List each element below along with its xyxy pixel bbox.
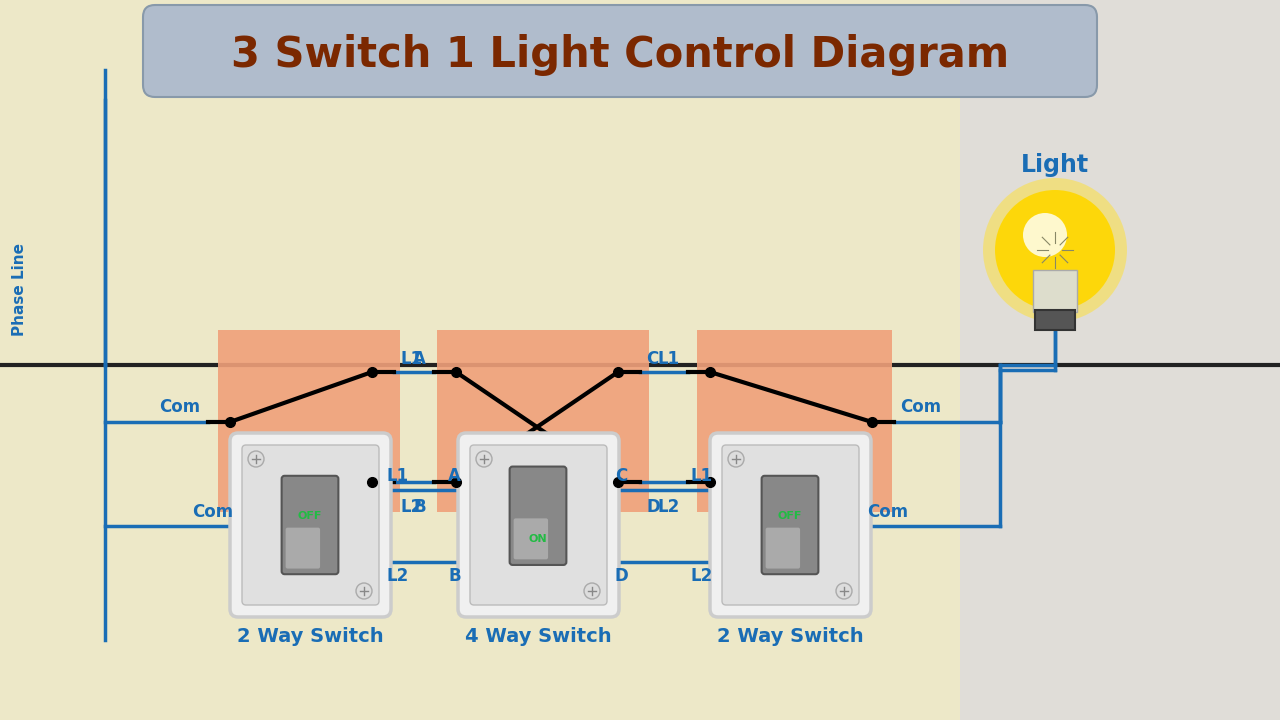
Text: L1: L1	[387, 467, 410, 485]
Text: A: A	[448, 467, 461, 485]
Circle shape	[356, 583, 372, 599]
Text: Com: Com	[867, 503, 908, 521]
Bar	[1036, 310, 1075, 330]
Text: B: B	[448, 567, 461, 585]
FancyBboxPatch shape	[470, 445, 607, 605]
Circle shape	[728, 451, 744, 467]
Text: L1: L1	[399, 350, 422, 368]
FancyBboxPatch shape	[765, 528, 800, 569]
FancyBboxPatch shape	[143, 5, 1097, 97]
Bar	[436, 330, 649, 512]
Text: 4 Way Switch: 4 Way Switch	[465, 627, 612, 646]
FancyBboxPatch shape	[458, 433, 620, 617]
Text: L2: L2	[387, 567, 410, 585]
Circle shape	[995, 190, 1115, 310]
Bar	[1033, 270, 1076, 312]
Text: Phase Line: Phase Line	[13, 243, 27, 336]
Text: Com: Com	[900, 398, 941, 416]
Text: ON: ON	[529, 534, 548, 544]
Text: L1: L1	[658, 350, 680, 368]
Text: B: B	[413, 498, 426, 516]
Text: 2 Way Switch: 2 Way Switch	[237, 627, 383, 646]
Circle shape	[836, 583, 852, 599]
Text: OFF: OFF	[298, 510, 323, 521]
Circle shape	[1023, 213, 1068, 257]
Circle shape	[476, 451, 492, 467]
Text: OFF: OFF	[778, 510, 803, 521]
Circle shape	[983, 178, 1126, 322]
Circle shape	[248, 451, 264, 467]
Text: Com: Com	[192, 503, 233, 521]
Text: A: A	[413, 350, 426, 368]
Text: D: D	[614, 567, 628, 585]
FancyBboxPatch shape	[230, 433, 390, 617]
Text: C: C	[646, 350, 658, 368]
FancyBboxPatch shape	[282, 476, 338, 575]
Bar	[218, 330, 399, 512]
Text: L2: L2	[399, 498, 422, 516]
Text: Com: Com	[159, 398, 200, 416]
Circle shape	[584, 583, 600, 599]
Text: Light: Light	[1021, 153, 1089, 177]
FancyBboxPatch shape	[722, 445, 859, 605]
Text: L2: L2	[658, 498, 680, 516]
FancyBboxPatch shape	[242, 445, 379, 605]
FancyBboxPatch shape	[513, 518, 548, 559]
Text: 2 Way Switch: 2 Way Switch	[717, 627, 863, 646]
FancyBboxPatch shape	[762, 476, 818, 575]
Text: 3 Switch 1 Light Control Diagram: 3 Switch 1 Light Control Diagram	[230, 34, 1009, 76]
Text: L1: L1	[691, 467, 713, 485]
Bar	[960, 0, 1280, 720]
Bar	[698, 330, 892, 512]
FancyBboxPatch shape	[285, 528, 320, 569]
FancyBboxPatch shape	[710, 433, 870, 617]
Text: L2: L2	[691, 567, 713, 585]
FancyBboxPatch shape	[509, 467, 566, 565]
Text: D: D	[646, 498, 659, 516]
Text: C: C	[614, 467, 627, 485]
